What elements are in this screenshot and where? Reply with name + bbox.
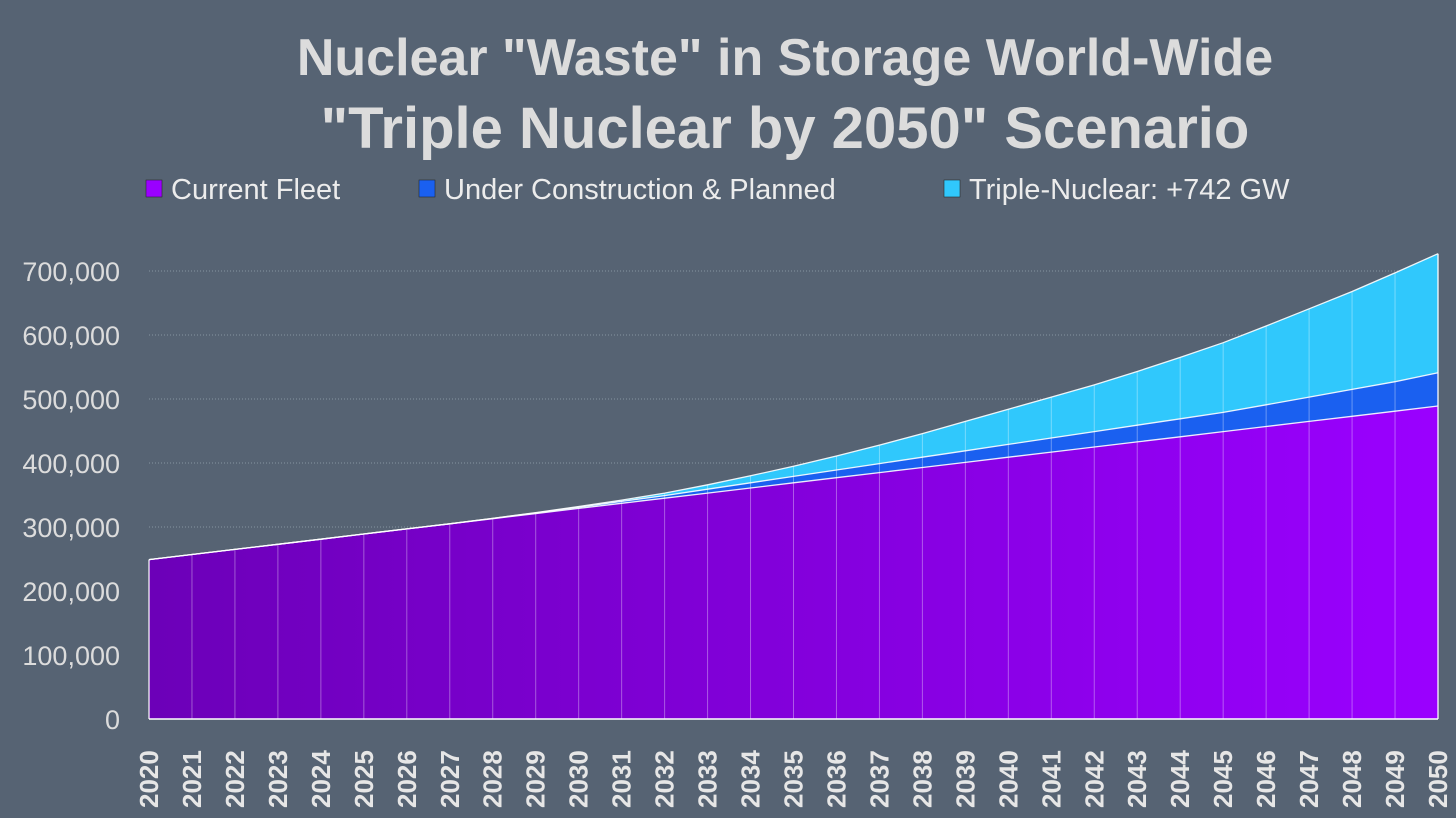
x-tick-label: 2034: [736, 750, 766, 808]
x-tick-label: 2028: [478, 750, 508, 808]
x-tick-label: 2020: [134, 750, 164, 808]
x-tick-label: 2026: [392, 750, 422, 808]
x-tick-label: 2048: [1337, 750, 1367, 808]
x-tick-label: 2027: [435, 750, 465, 808]
legend: Current Fleet Under Construction & Planne…: [145, 174, 1290, 206]
area-triple-nuclear-742-gw: [149, 253, 1438, 560]
legend-swatch: [943, 179, 961, 198]
x-tick-label: 2045: [1208, 750, 1238, 808]
x-tick-label: 2042: [1079, 750, 1109, 808]
x-tick-label: 2023: [263, 750, 293, 808]
y-tick-label: 600,000: [22, 321, 120, 351]
y-axis: 0 100,000 200,000 300,000 400,000 500,000 600,…: [22, 257, 120, 735]
y-tick-label: 100,000: [22, 641, 120, 671]
x-tick-label: 2050: [1423, 750, 1453, 808]
x-tick-label: 2046: [1251, 750, 1281, 808]
x-tick-label: 2044: [1165, 750, 1195, 808]
chart-title: Nuclear "Waste" in Storage World-Wide: [297, 29, 1273, 87]
legend-swatch: [145, 179, 163, 198]
legend-label: Triple-Nuclear: +742 GW: [969, 174, 1290, 206]
legend-label: Current Fleet: [171, 174, 340, 206]
x-tick-label: 2035: [779, 750, 809, 808]
area-current-fleet: [149, 406, 1438, 719]
x-tick-label: 2037: [864, 750, 894, 808]
x-tick-label: 2029: [521, 750, 551, 808]
y-tick-label: 200,000: [22, 577, 120, 607]
y-tick-label: 500,000: [22, 385, 120, 415]
x-tick-label: 2021: [177, 750, 207, 808]
x-tick-label: 2047: [1294, 750, 1324, 808]
chart-subtitle: "Triple Nuclear by 2050" Scenario: [321, 96, 1250, 161]
series-boundary-line: [148, 253, 1439, 561]
x-axis: 2020 2021 2022 2023 2024 2025 2026 2027 2028 2029…: [134, 718, 1453, 808]
y-tick-label: 400,000: [22, 449, 120, 479]
y-tick-label: 700,000: [22, 257, 120, 287]
x-tick-label: 2043: [1122, 750, 1152, 808]
x-tick-label: 2040: [993, 750, 1023, 808]
y-tick-label: 300,000: [22, 513, 120, 543]
x-tick-label: 2031: [607, 750, 637, 808]
x-tick-label: 2049: [1380, 750, 1410, 808]
x-tick-label: 2036: [821, 750, 851, 808]
legend-swatch: [418, 179, 436, 198]
x-tick-label: 2022: [220, 750, 250, 808]
legend-label: Under Construction & Planned: [444, 174, 836, 206]
x-tick-label: 2024: [306, 750, 336, 808]
x-tick-label: 2033: [693, 750, 723, 808]
x-tick-label: 2039: [950, 750, 980, 808]
plot-areas: [148, 253, 1439, 719]
x-tick-label: 2041: [1036, 750, 1066, 808]
x-tick-label: 2025: [349, 750, 379, 808]
x-tick-label: 2032: [650, 750, 680, 808]
x-tick-label: 2038: [907, 750, 937, 808]
x-tick-label: 2030: [564, 750, 594, 808]
y-tick-label: 0: [105, 705, 120, 735]
